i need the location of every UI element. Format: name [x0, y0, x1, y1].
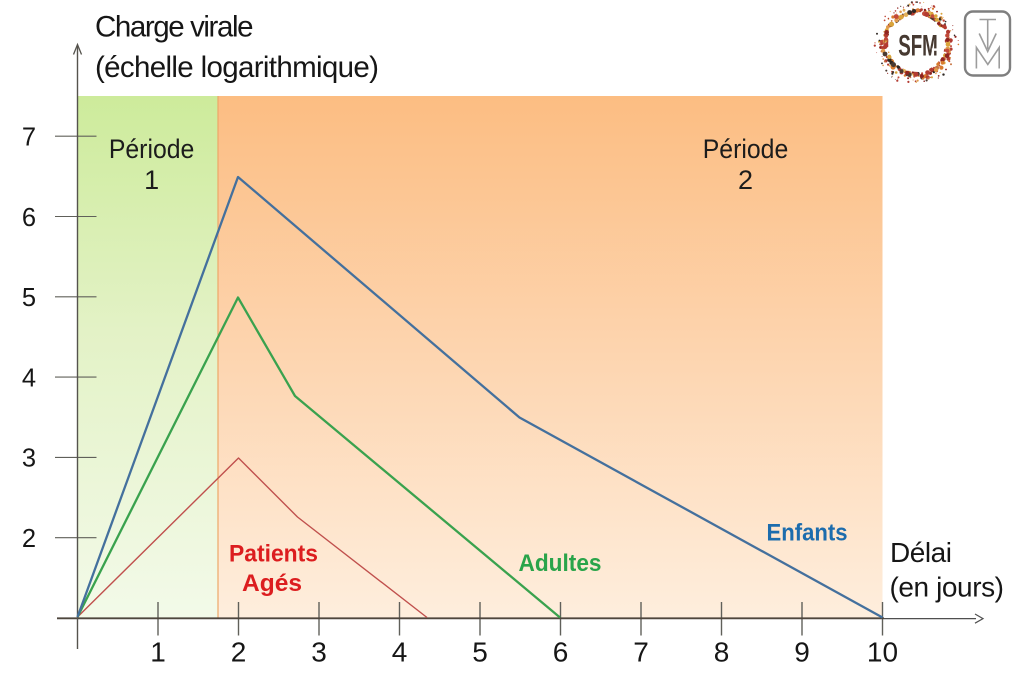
- svg-text:7: 7: [22, 124, 36, 152]
- svg-text:6: 6: [22, 204, 36, 232]
- svg-text:Délai: Délai: [890, 537, 952, 568]
- svg-text:5: 5: [22, 284, 36, 312]
- svg-text:3: 3: [22, 445, 36, 473]
- svg-text:(échelle logarithmique): (échelle logarithmique): [95, 51, 379, 84]
- svg-text:8: 8: [714, 637, 730, 668]
- svg-text:2: 2: [231, 637, 247, 668]
- svg-text:6: 6: [553, 637, 569, 668]
- svg-text:1: 1: [150, 637, 166, 668]
- svg-text:2: 2: [738, 165, 753, 195]
- svg-text:Période: Période: [109, 134, 195, 164]
- svg-text:Agés: Agés: [242, 570, 302, 597]
- svg-text:5: 5: [472, 637, 488, 668]
- svg-text:4: 4: [22, 364, 36, 392]
- svg-text:Patients: Patients: [229, 541, 318, 568]
- svg-text:Période: Période: [703, 134, 789, 164]
- svg-text:7: 7: [633, 637, 649, 668]
- svg-text:9: 9: [794, 637, 810, 668]
- svg-text:Charge virale: Charge virale: [95, 11, 254, 44]
- svg-text:4: 4: [392, 637, 408, 668]
- svg-text:1: 1: [144, 165, 159, 195]
- svg-text:3: 3: [311, 637, 327, 668]
- svg-text:10: 10: [867, 637, 898, 668]
- svg-text:2: 2: [22, 525, 36, 553]
- svg-text:Enfants: Enfants: [767, 520, 848, 547]
- svg-text:Adultes: Adultes: [519, 550, 602, 577]
- svg-text:SFM: SFM: [898, 30, 938, 62]
- svg-text:(en jours): (en jours): [890, 572, 1005, 603]
